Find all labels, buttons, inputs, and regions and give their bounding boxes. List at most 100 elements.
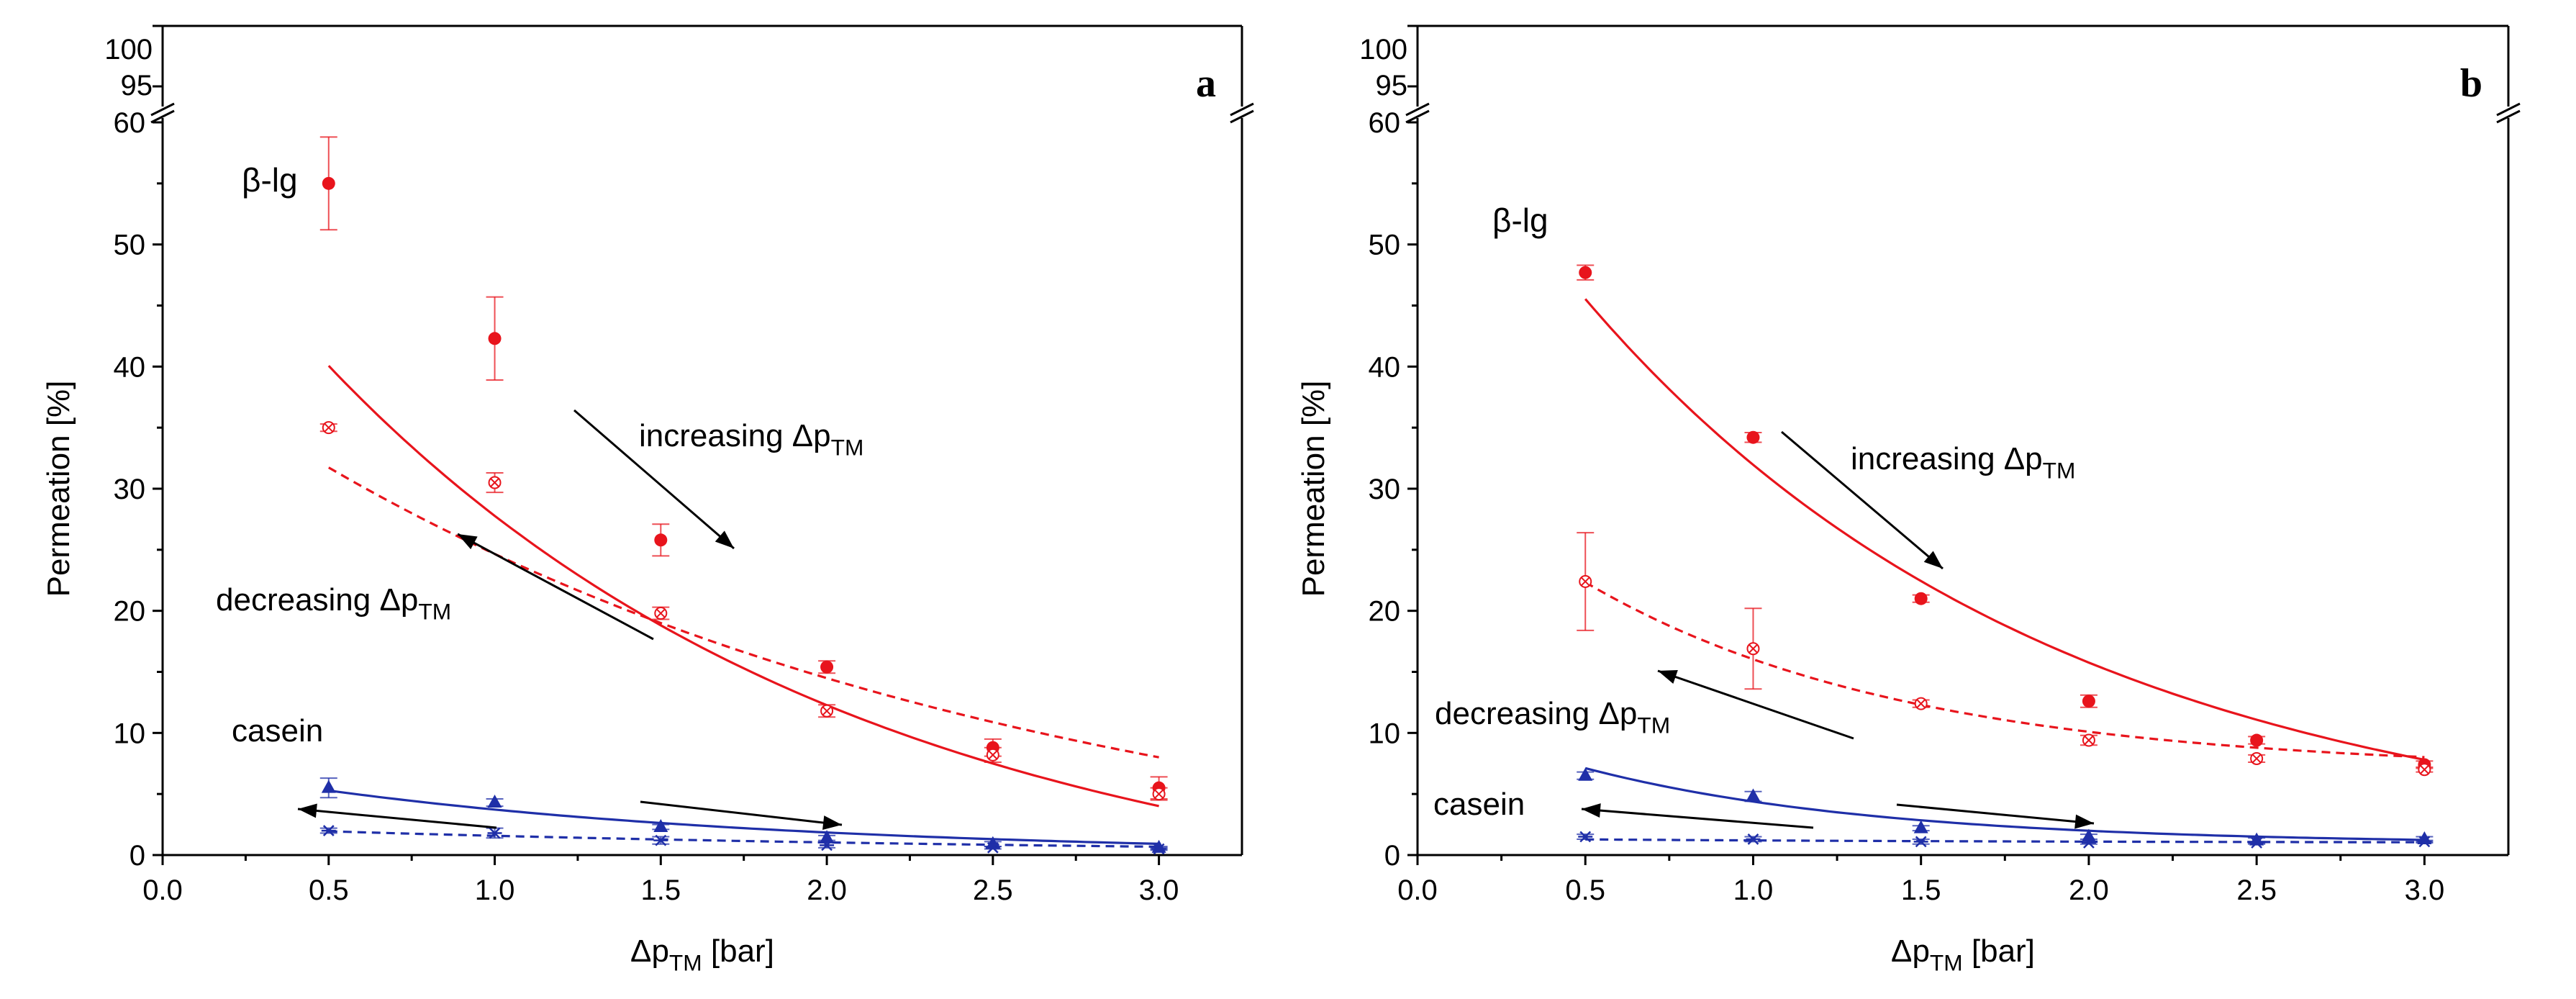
casein-increasing-point [1578,767,1593,781]
beta_lg-increasing-point [488,332,502,345]
y-tick-label: 0 [130,840,145,872]
beta_lg-decreasing-point-cross [656,608,666,618]
y-tick-label: 40 [114,351,146,383]
x-tick-label: 1.5 [641,874,681,906]
casein-increasing-fit [1584,767,2425,841]
beta_lg-increasing-point [2082,695,2095,708]
casein-decreasing-point [1746,833,1761,845]
casein-decreasing-point [985,841,1000,854]
casein-decreasing-point [1578,831,1593,843]
beta_lg-increasing-point [322,176,335,190]
y-tick-label-95: 95 [121,70,153,101]
decreasing-label: decreasing ΔpTM [1435,696,1670,738]
y-tick-label: 50 [114,230,146,261]
casein-decreasing-point [321,825,336,836]
beta_lg-decreasing-point-cross [1916,699,1926,708]
arrow-head [298,803,317,818]
beta_lg-decreasing-point-cross [490,478,499,487]
y-tick-label: 40 [1369,351,1401,383]
beta-lg-label: β-lg [1492,202,1548,239]
y-tick-label: 0 [1384,840,1400,872]
x-tick-label: 1.5 [1901,874,1941,906]
casein-label: casein [1433,787,1525,822]
axis-break-mark [150,109,175,124]
arrow-head [1923,551,1943,569]
x-axis-title: ΔpTM [bar] [630,934,774,975]
direction-arrow [1657,669,1854,740]
direction-arrow [573,409,735,550]
axis-break-mark [150,102,175,117]
beta_lg-increasing-point [820,660,834,674]
x-tick-label: 3.0 [1139,874,1179,906]
casein-decreasing-point [1913,836,1928,848]
x-tick-label: 0.5 [1565,874,1605,906]
beta_lg-decreasing-point-cross [1154,789,1164,799]
y-tick-label: 50 [1369,230,1401,261]
beta_lg-decreasing-fit [1584,581,2425,759]
x-tick-label: 2.5 [2236,874,2277,906]
casein-decreasing-fit [1585,838,2425,844]
x-tick-label: 0.0 [1397,874,1438,906]
direction-arrow [1781,430,1944,570]
y-tick-label: 60 [1369,107,1401,139]
increasing-label: increasing ΔpTM [639,418,863,460]
beta_lg-increasing-point [1746,430,1760,444]
casein-label: casein [232,713,323,749]
beta_lg-decreasing-point-cross [988,750,998,760]
casein-increasing-point [487,795,502,808]
y-tick-label: 10 [1369,718,1401,749]
casein-decreasing-point [2249,837,2264,849]
x-tick-label: 2.5 [973,874,1013,906]
arrow-head [715,530,734,548]
increasing-label: increasing ΔpTM [1851,441,2075,483]
arrow-head [1658,670,1678,684]
y-tick-label: 20 [114,596,146,628]
axis-break-mark [1405,102,1430,117]
casein-decreasing-point [2081,837,2096,849]
beta_lg-increasing-fit [327,365,1159,808]
beta_lg-decreasing-point-cross [1581,577,1590,587]
beta_lg-decreasing-point-cross [822,706,832,716]
beta_lg-decreasing-fit [328,466,1159,759]
y-tick-label-100: 100 [1359,34,1407,65]
y-tick-label-95: 95 [1376,70,1408,101]
axis-break-mark [2496,102,2521,117]
casein-decreasing-point [2417,836,2432,848]
casein-increasing-point [1746,788,1761,802]
arrow-head [458,534,478,550]
direction-arrow [297,808,497,829]
direction-arrow [1896,803,2095,825]
beta_lg-decreasing-point-cross [2251,754,2262,764]
x-tick-label: 2.0 [2069,874,2109,906]
x-tick-label: 1.0 [1733,874,1774,906]
casein-increasing-fit [328,789,1159,845]
axis-break-mark [2496,109,2521,124]
y-tick-label: 30 [1369,474,1401,505]
beta_lg-increasing-point [1579,266,1592,279]
casein-decreasing-point [1151,843,1166,855]
y-tick-label: 60 [114,107,146,139]
arrow-head [2074,814,2094,829]
beta_lg-increasing-fit [1584,298,2425,761]
x-tick-label: 1.0 [475,874,515,906]
panel-label: b [2460,61,2482,106]
axis-break-mark [1230,102,1254,117]
beta_lg-increasing-point [654,533,668,547]
y-tick-label: 30 [114,474,146,505]
direction-arrow [1581,808,1814,829]
panel-a: 0.0 0.5 1.0 1.5 2.0 2.5 3.0 0 10 20 30 40 50 60 95 100 P… [41,24,1254,975]
beta_lg-decreasing-point-cross [324,422,333,433]
panel-label: a [1196,61,1216,106]
beta_lg-increasing-point [2250,733,2264,747]
casein-increasing-point [1913,820,1928,833]
axis-break-mark [1230,109,1254,124]
casein-decreasing-point [653,834,668,846]
x-axis-title: ΔpTM [bar] [1891,934,2035,975]
y-tick-label-100: 100 [104,34,153,65]
y-tick-label: 10 [114,718,146,749]
casein-decreasing-point [487,827,502,839]
direction-arrow [457,533,654,641]
beta_lg-decreasing-point-cross [1749,644,1758,654]
arrow-head [822,815,842,830]
